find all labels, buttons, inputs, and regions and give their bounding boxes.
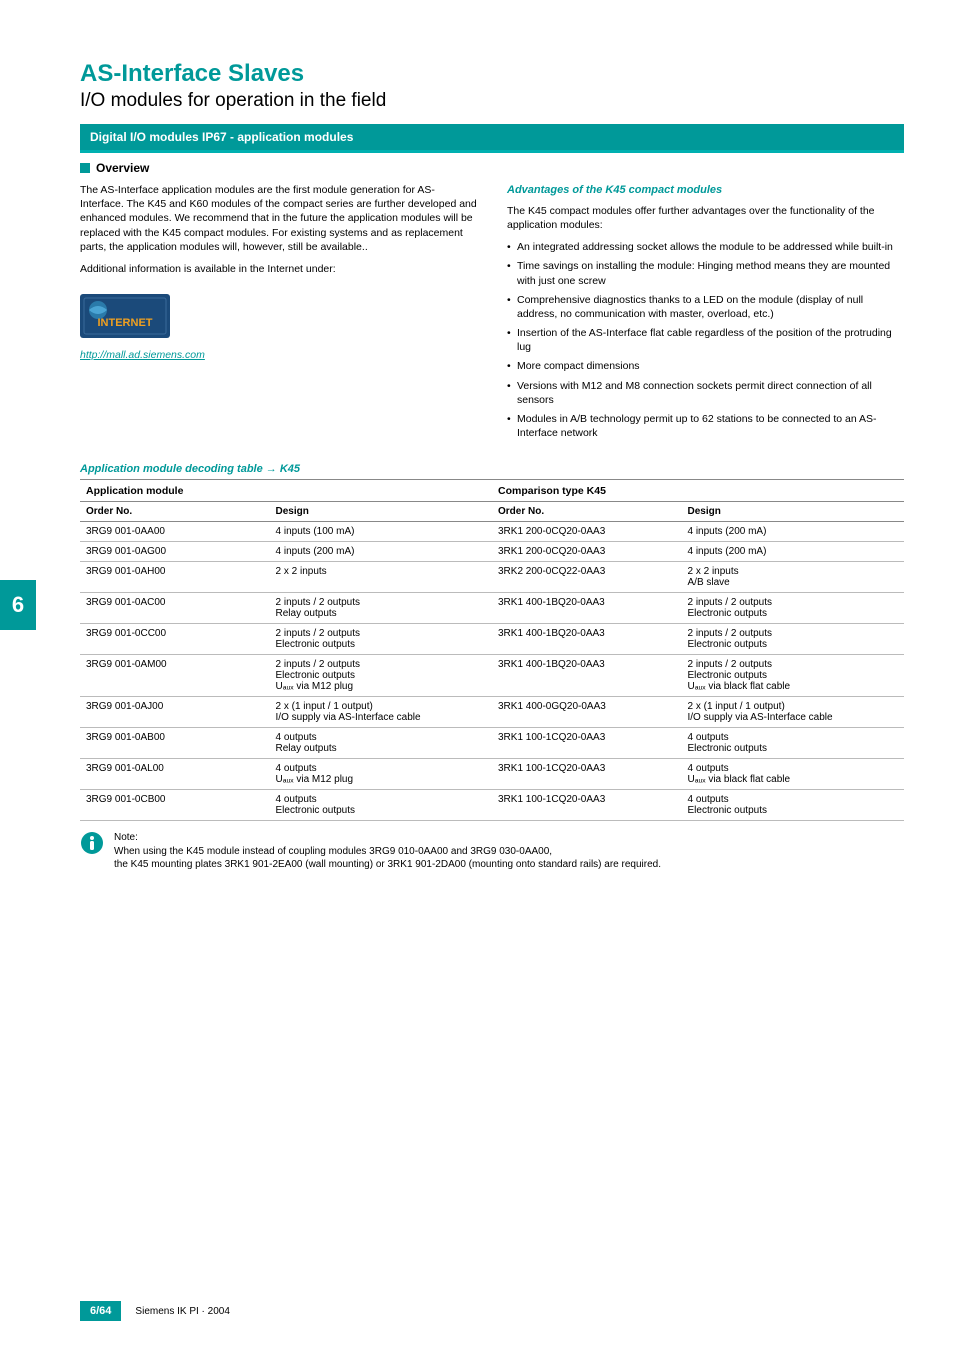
table-row: 3RG9 001-0AM002 inputs / 2 outputsElectr… (80, 655, 904, 697)
page-footer: 6/64 Siemens IK PI · 2004 (80, 1301, 230, 1321)
cell-k45-design: 2 inputs / 2 outputsElectronic outputs (682, 624, 905, 655)
table-row: 3RG9 001-0AL004 outputsUₐᵤₓ via M12 plug… (80, 759, 904, 790)
advantage-item: An integrated addressing socket allows t… (507, 240, 904, 254)
cell-app-design: 4 outputsRelay outputs (270, 728, 492, 759)
table-row: 3RG9 001-0AB004 outputsRelay outputs3RK1… (80, 728, 904, 759)
table-row: 3RG9 001-0CB004 outputsElectronic output… (80, 790, 904, 821)
overview-heading-label: Overview (96, 161, 149, 175)
cell-k45-order: 3RK1 400-1BQ20-0AA3 (492, 624, 682, 655)
cell-app-design: 4 outputsElectronic outputs (270, 790, 492, 821)
cell-k45-design: 2 inputs / 2 outputsElectronic outputs (682, 593, 905, 624)
table-row: 3RG9 001-0AG004 inputs (200 mA)3RK1 200-… (80, 542, 904, 562)
table-row: 3RG9 001-0AC002 inputs / 2 outputsRelay … (80, 593, 904, 624)
advantage-item: Time savings on installing the module: H… (507, 259, 904, 287)
cell-k45-design: 2 x (1 input / 1 output)I/O supply via A… (682, 697, 905, 728)
overview-para1: The AS-Interface application modules are… (80, 183, 477, 254)
cell-k45-design: 4 outputsUₐᵤₓ via black flat cable (682, 759, 905, 790)
cell-app-design: 2 x 2 inputs (270, 562, 492, 593)
cell-k45-order: 3RK2 200-0CQ22-0AA3 (492, 562, 682, 593)
cell-k45-design: 2 x 2 inputsA/B slave (682, 562, 905, 593)
note-line2: the K45 mounting plates 3RK1 901-2EA00 (… (114, 858, 661, 872)
square-marker-icon (80, 163, 90, 173)
table-group-header: Comparison type K45 (492, 480, 904, 502)
table-title: Application module decoding table → K45 (80, 463, 904, 475)
advantage-item: Insertion of the AS-Interface flat cable… (507, 326, 904, 354)
internet-badge-icon: INTERNET (80, 294, 170, 342)
advantage-item: Comprehensive diagnostics thanks to a LE… (507, 293, 904, 321)
note-block: Note: When using the K45 module instead … (80, 831, 904, 872)
cell-app-design: 2 inputs / 2 outputsRelay outputs (270, 593, 492, 624)
cell-k45-design: 4 inputs (200 mA) (682, 522, 905, 542)
decoding-table: Application module Comparison type K45 O… (80, 479, 904, 821)
cell-k45-order: 3RK1 200-0CQ20-0AA3 (492, 542, 682, 562)
cell-app-design: 2 inputs / 2 outputsElectronic outputsUₐ… (270, 655, 492, 697)
advantages-title: Advantages of the K45 compact modules (507, 183, 904, 198)
table-row: 3RG9 001-0AA004 inputs (100 mA)3RK1 200-… (80, 522, 904, 542)
cell-k45-design: 2 inputs / 2 outputsElectronic outputsUₐ… (682, 655, 905, 697)
note-label: Note: (114, 831, 661, 845)
left-column: The AS-Interface application modules are… (80, 183, 477, 445)
page-title-sub: I/O modules for operation in the field (80, 90, 904, 112)
table-col-header: Design (682, 502, 905, 522)
note-line1: When using the K45 module instead of cou… (114, 845, 661, 859)
cell-app-order: 3RG9 001-0AG00 (80, 542, 270, 562)
cell-app-design: 4 inputs (200 mA) (270, 542, 492, 562)
cell-app-order: 3RG9 001-0CC00 (80, 624, 270, 655)
overview-para2: Additional information is available in t… (80, 262, 477, 276)
advantage-item: Modules in A/B technology permit up to 6… (507, 412, 904, 440)
cell-app-order: 3RG9 001-0AH00 (80, 562, 270, 593)
advantages-list: An integrated addressing socket allows t… (507, 240, 904, 440)
footer-text: Siemens IK PI · 2004 (135, 1306, 230, 1317)
advantages-intro: The K45 compact modules offer further ad… (507, 204, 904, 232)
cell-k45-order: 3RK1 400-1BQ20-0AA3 (492, 655, 682, 697)
table-col-header: Order No. (80, 502, 270, 522)
cell-app-design: 4 outputsUₐᵤₓ via M12 plug (270, 759, 492, 790)
section-bar: Digital I/O modules IP67 - application m… (80, 124, 904, 153)
cell-k45-design: 4 inputs (200 mA) (682, 542, 905, 562)
cell-k45-order: 3RK1 200-0CQ20-0AA3 (492, 522, 682, 542)
table-row: 3RG9 001-0AJ002 x (1 input / 1 output)I/… (80, 697, 904, 728)
cell-app-order: 3RG9 001-0AA00 (80, 522, 270, 542)
internet-link[interactable]: http://mall.ad.siemens.com (80, 349, 205, 361)
cell-app-order: 3RG9 001-0AC00 (80, 593, 270, 624)
page-number: 6/64 (80, 1301, 121, 1321)
table-sub-header-row: Order No. Design Order No. Design (80, 502, 904, 522)
table-col-header: Design (270, 502, 492, 522)
overview-heading: Overview (80, 161, 904, 175)
cell-app-order: 3RG9 001-0AM00 (80, 655, 270, 697)
cell-app-order: 3RG9 001-0AB00 (80, 728, 270, 759)
cell-app-order: 3RG9 001-0AL00 (80, 759, 270, 790)
table-group-header-row: Application module Comparison type K45 (80, 480, 904, 502)
table-row: 3RG9 001-0CC002 inputs / 2 outputsElectr… (80, 624, 904, 655)
advantage-item: Versions with M12 and M8 connection sock… (507, 379, 904, 407)
table-col-header: Order No. (492, 502, 682, 522)
cell-k45-order: 3RK1 400-1BQ20-0AA3 (492, 593, 682, 624)
advantage-item: More compact dimensions (507, 359, 904, 373)
cell-app-design: 2 x (1 input / 1 output)I/O supply via A… (270, 697, 492, 728)
info-icon (80, 831, 104, 855)
cell-k45-order: 3RK1 400-0GQ20-0AA3 (492, 697, 682, 728)
cell-k45-design: 4 outputsElectronic outputs (682, 790, 905, 821)
cell-app-order: 3RG9 001-0CB00 (80, 790, 270, 821)
cell-app-design: 4 inputs (100 mA) (270, 522, 492, 542)
cell-k45-order: 3RK1 100-1CQ20-0AA3 (492, 790, 682, 821)
cell-k45-design: 4 outputsElectronic outputs (682, 728, 905, 759)
table-group-header: Application module (80, 480, 492, 502)
cell-app-order: 3RG9 001-0AJ00 (80, 697, 270, 728)
svg-text:INTERNET: INTERNET (98, 317, 153, 329)
page-title-main: AS-Interface Slaves (80, 60, 904, 88)
cell-k45-order: 3RK1 100-1CQ20-0AA3 (492, 759, 682, 790)
right-column: Advantages of the K45 compact modules Th… (507, 183, 904, 445)
chapter-tab: 6 (0, 580, 36, 630)
cell-app-design: 2 inputs / 2 outputsElectronic outputs (270, 624, 492, 655)
table-row: 3RG9 001-0AH002 x 2 inputs3RK2 200-0CQ22… (80, 562, 904, 593)
cell-k45-order: 3RK1 100-1CQ20-0AA3 (492, 728, 682, 759)
